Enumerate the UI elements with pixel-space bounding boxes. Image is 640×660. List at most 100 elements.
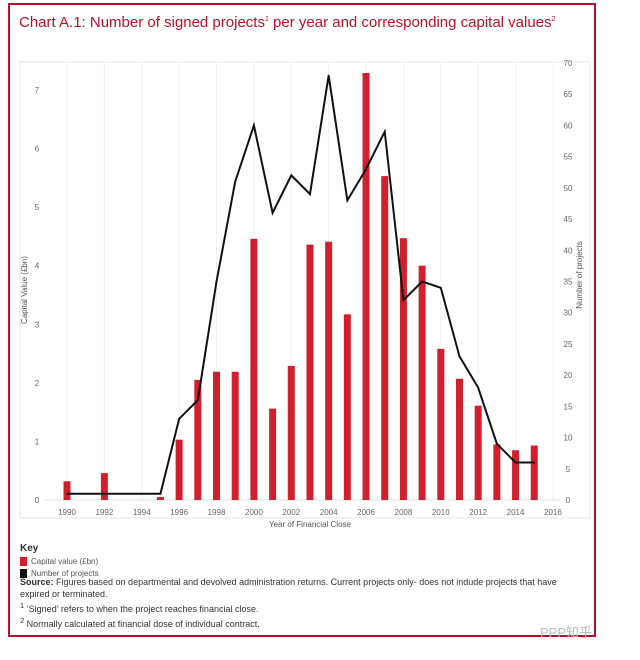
y-right-tick-label: 20 [564, 371, 573, 380]
footnote-1: 1 ‘Signed’ refers to when the project re… [20, 601, 259, 614]
bar-2014 [512, 450, 520, 500]
legend-label: Capital value (£bn) [31, 557, 99, 566]
x-tick-label: 2012 [469, 508, 487, 517]
bar-2003 [306, 244, 314, 500]
y-right-tick-label: 25 [564, 340, 573, 349]
notes: Source: Figures based on departmental an… [20, 576, 580, 630]
line-point-1997 [197, 399, 199, 401]
line-point-1999 [234, 180, 237, 183]
plot-frame [19, 61, 591, 519]
y-right-tick-label: 45 [564, 215, 573, 224]
line-point-2014 [514, 461, 517, 464]
bar-1992 [100, 473, 108, 500]
line-point-2008 [402, 299, 405, 302]
legend: Key Capital value (£bn) Number of projec… [20, 543, 99, 578]
line-point-2013 [496, 443, 498, 445]
bar-2005 [343, 314, 351, 500]
y-left-tick-label: 4 [35, 262, 40, 271]
bar-2009 [418, 265, 426, 500]
x-tick-label: 2002 [282, 508, 300, 517]
line-point-2004 [327, 74, 330, 77]
y-right-tick-label: 35 [564, 278, 573, 287]
legend-label: Number of projects [31, 569, 99, 578]
line-point-2015 [533, 461, 536, 464]
bar-2002 [287, 365, 295, 500]
line-point-1998 [215, 280, 218, 283]
line-point-1991 [84, 492, 87, 495]
line-point-2006 [365, 168, 367, 170]
chart-title: Chart A.1: Number of signed projects1 pe… [19, 14, 556, 31]
bar-2006 [362, 73, 370, 500]
y-left-tick-label: 3 [35, 320, 40, 329]
projects-line [67, 75, 535, 495]
y-left-tick-label: 1 [35, 437, 40, 446]
line-point-1994 [140, 492, 143, 495]
x-axis-label: Year of Financial Close [269, 520, 352, 529]
y-right-tick-label: 0 [566, 496, 571, 505]
x-tick-label: 1994 [133, 508, 151, 517]
line-point-2001 [271, 212, 274, 214]
x-tick-label: 1990 [58, 508, 76, 517]
bar-2007 [381, 176, 389, 500]
bar-2000 [250, 238, 258, 500]
y-axis-left-label: Capital Value (£bn) [20, 256, 29, 324]
line-point-1995 [159, 492, 162, 495]
bar-1990 [63, 481, 71, 500]
legend-swatch [20, 557, 27, 566]
bar-1998 [213, 371, 221, 500]
line-point-1992 [103, 492, 106, 495]
line-point-2012 [477, 386, 479, 389]
legend-swatch [20, 569, 27, 578]
line-point-2009 [421, 280, 423, 283]
bar-2010 [437, 348, 445, 500]
y-right-tick-label: 50 [564, 184, 573, 193]
line-point-1990 [66, 492, 68, 495]
y-right-tick-label: 10 [564, 434, 573, 443]
y-left-tick-label: 5 [35, 203, 40, 212]
bar-2013 [493, 444, 501, 500]
y-right-tick-label: 40 [564, 246, 573, 255]
y-axis-right-label: Number of projects [575, 241, 584, 309]
x-tick-label: 2000 [245, 508, 263, 517]
legend-title: Key [20, 543, 39, 554]
line-point-2007 [383, 130, 386, 133]
y-right-tick-label: 70 [564, 59, 573, 68]
bar-2011 [455, 378, 463, 500]
x-tick-label: 2008 [395, 508, 413, 517]
y-left-tick-label: 7 [35, 86, 40, 95]
y-left-tick-label: 6 [35, 145, 40, 154]
bar-2001 [269, 408, 277, 500]
bar-1999 [231, 371, 239, 500]
x-tick-label: 2004 [320, 508, 338, 517]
source-note: Source: Figures based on departmental an… [20, 577, 557, 599]
y-left-tick-label: 0 [35, 496, 40, 505]
bar-1995 [156, 497, 164, 500]
line-point-2002 [290, 174, 293, 177]
bar-2004 [325, 241, 333, 500]
y-right-tick-label: 55 [564, 153, 573, 162]
line-point-1996 [178, 418, 180, 420]
x-tick-label: 1996 [170, 508, 188, 517]
chart-frame [8, 3, 596, 637]
bar-2008 [399, 238, 407, 500]
footnote-2: 2 Normally calculated at financial dose … [20, 616, 260, 629]
line-point-2005 [346, 199, 349, 202]
bar-1996 [175, 439, 183, 500]
legend-item-projects: Number of projects [20, 569, 99, 578]
y-right-tick-label: 60 [564, 121, 573, 130]
bar-2012 [474, 405, 482, 500]
line-point-1993 [122, 492, 124, 495]
line-point-2010 [440, 286, 442, 289]
x-tick-label: 2014 [507, 508, 525, 517]
line-point-2003 [309, 193, 311, 195]
line-point-2011 [458, 355, 461, 358]
watermark: PPP知乎 [540, 625, 593, 640]
bar-2015 [530, 445, 538, 500]
y-right-tick-label: 30 [564, 309, 573, 318]
x-tick-label: 2016 [544, 508, 562, 517]
chart: 1990 1992 1994 1996 1998 2000 2002 2004 2006 2008… [19, 59, 591, 529]
y-right-tick-label: 65 [564, 90, 573, 99]
legend-item-capital: Capital value (£bn) [20, 557, 99, 566]
x-tick-label: 1998 [208, 508, 226, 517]
line-point-2000 [253, 124, 255, 127]
